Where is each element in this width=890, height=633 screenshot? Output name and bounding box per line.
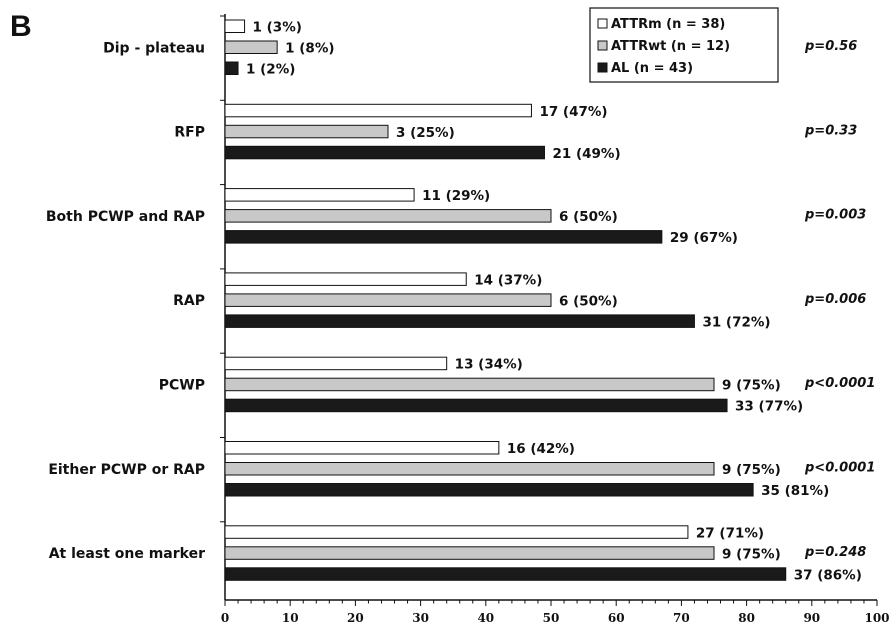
bar bbox=[224, 61, 239, 75]
data-label: 9 (75%) bbox=[722, 378, 781, 394]
data-label: 6 (50%) bbox=[559, 293, 618, 309]
x-tick-label: 20 bbox=[347, 611, 364, 625]
data-label: 14 (37%) bbox=[474, 272, 542, 288]
legend-swatch bbox=[597, 62, 608, 73]
legend: ATTRm (n = 38) ATTRwt (n = 12) AL (n = 43) bbox=[589, 7, 779, 83]
p-value-label: p<0.0001 bbox=[804, 376, 875, 391]
bar bbox=[224, 314, 695, 328]
data-label: 37 (86%) bbox=[794, 567, 862, 583]
bar bbox=[224, 230, 663, 244]
panel-letter: B bbox=[10, 10, 32, 43]
category-label: At least one marker bbox=[49, 546, 205, 562]
bar bbox=[224, 377, 715, 392]
category-label: Either PCWP or RAP bbox=[48, 462, 205, 478]
x-tick-label: 90 bbox=[803, 611, 820, 625]
data-label: 1 (2%) bbox=[246, 62, 295, 78]
data-label: 1 (3%) bbox=[253, 20, 302, 36]
bar bbox=[224, 40, 278, 54]
legend-label: ATTRm (n = 38) bbox=[611, 17, 725, 32]
data-label: 1 (8%) bbox=[285, 41, 334, 57]
legend-box bbox=[589, 7, 779, 83]
data-label: 31 (72%) bbox=[702, 314, 770, 330]
legend-label: AL (n = 43) bbox=[611, 61, 693, 76]
data-label: 9 (75%) bbox=[722, 462, 781, 478]
data-label: 6 (50%) bbox=[559, 209, 618, 225]
category-label: RAP bbox=[173, 293, 205, 309]
x-tick-label: 60 bbox=[608, 611, 625, 625]
p-value-label: p=0.006 bbox=[804, 292, 866, 307]
data-label: 9 (75%) bbox=[722, 546, 781, 562]
p-value-label: p=0.33 bbox=[804, 123, 857, 138]
data-label: 21 (49%) bbox=[552, 146, 620, 162]
plot-area: 0 10 20 30 40 50 60 70 80 90 100 Dip - plateau 1 (3%… bbox=[46, 14, 890, 625]
p-value-label: p=0.248 bbox=[804, 545, 866, 560]
legend-swatch bbox=[597, 18, 608, 29]
data-label: 29 (67%) bbox=[670, 230, 738, 246]
bar bbox=[224, 293, 552, 307]
bar bbox=[224, 145, 545, 160]
data-label: 13 (34%) bbox=[455, 357, 523, 373]
bar bbox=[224, 356, 448, 371]
legend-label: ATTRwt (n = 12) bbox=[611, 39, 730, 54]
bar bbox=[224, 272, 467, 286]
bar bbox=[224, 398, 728, 413]
x-tick-label: 10 bbox=[282, 611, 299, 625]
category-label: Both PCWP and RAP bbox=[46, 209, 205, 225]
bar bbox=[224, 483, 754, 497]
bar bbox=[224, 567, 787, 581]
x-tick-label: 0 bbox=[221, 611, 229, 625]
p-value-label: p=0.56 bbox=[804, 39, 857, 54]
data-label: 17 (47%) bbox=[539, 104, 607, 120]
bar bbox=[224, 103, 532, 118]
bar bbox=[224, 441, 500, 455]
p-value-label: p<0.0001 bbox=[804, 461, 875, 476]
data-label: 11 (29%) bbox=[422, 188, 490, 204]
x-tick-label: 100 bbox=[864, 611, 889, 625]
bar bbox=[224, 124, 389, 139]
legend-swatch bbox=[597, 40, 608, 51]
data-label: 3 (25%) bbox=[396, 125, 455, 141]
x-tick-label: 70 bbox=[673, 611, 690, 625]
data-label: 33 (77%) bbox=[735, 399, 803, 415]
bar bbox=[224, 525, 689, 539]
bar bbox=[224, 462, 715, 476]
x-tick-label: 30 bbox=[412, 611, 429, 625]
data-label: 16 (42%) bbox=[507, 441, 575, 457]
x-tick-label: 50 bbox=[543, 611, 560, 625]
category-label: Dip - plateau bbox=[103, 40, 205, 56]
bar bbox=[224, 546, 715, 560]
category-label: PCWP bbox=[159, 377, 205, 393]
x-tick-label: 40 bbox=[477, 611, 494, 625]
bar bbox=[224, 19, 246, 33]
x-tick-label: 80 bbox=[738, 611, 755, 625]
p-value-label: p=0.003 bbox=[804, 208, 866, 223]
data-label: 27 (71%) bbox=[696, 525, 764, 541]
category-label: RFP bbox=[174, 125, 205, 141]
bar bbox=[224, 188, 415, 202]
data-label: 35 (81%) bbox=[761, 483, 829, 499]
bar bbox=[224, 209, 552, 223]
